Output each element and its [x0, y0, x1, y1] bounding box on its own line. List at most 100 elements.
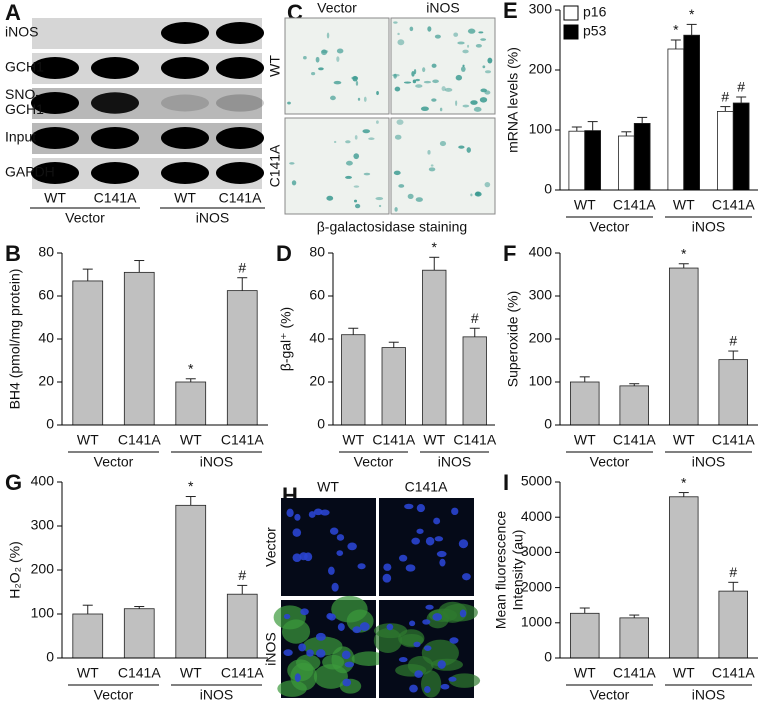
y-tick-label: 0	[544, 181, 552, 197]
caption: β-galactosidase staining	[317, 219, 467, 235]
x-tick-label: C141A	[118, 665, 161, 681]
stain-speck	[467, 28, 476, 34]
error-bar	[237, 584, 248, 595]
y-tick-label: 300	[529, 287, 553, 303]
lane-label: WT	[174, 190, 196, 206]
nucleus	[283, 649, 293, 656]
blot-band	[161, 22, 209, 44]
stain-speck	[423, 80, 432, 84]
blot-band	[161, 127, 209, 149]
stain-speck	[412, 79, 417, 84]
y-tick-label: 4000	[521, 508, 552, 524]
nucleus	[425, 536, 435, 546]
bar	[568, 130, 586, 191]
y-tick-label: 60	[38, 287, 54, 303]
lane-label: C141A	[94, 190, 137, 206]
blot-row-label: GCH1	[5, 59, 44, 75]
error-bar	[686, 23, 697, 36]
y-tick-label: 100	[529, 121, 553, 137]
nucleus	[315, 632, 326, 641]
stain-speck	[479, 97, 488, 103]
blot-band	[216, 94, 264, 112]
significance-mark: *	[681, 474, 687, 490]
stain-speck	[321, 49, 328, 56]
error-bar	[571, 126, 582, 132]
stain-speck	[352, 75, 358, 82]
y-tick-label: 100	[529, 373, 553, 389]
blot-band	[161, 57, 209, 79]
y-tick-label: 0	[46, 416, 54, 432]
stain-speck	[326, 195, 334, 201]
stain-speck	[318, 67, 324, 71]
blot-band	[216, 162, 264, 184]
nucleus	[432, 613, 443, 621]
row-label: WT	[267, 55, 283, 77]
nucleus	[459, 609, 467, 618]
nucleus	[298, 643, 307, 652]
column-label: WT	[317, 479, 339, 495]
stain-speck	[458, 145, 465, 149]
bar	[667, 48, 685, 191]
nucleus	[416, 528, 424, 534]
stain-speck	[378, 204, 382, 208]
nucleus	[449, 637, 459, 644]
staining-image	[390, 117, 496, 215]
error-bar	[678, 492, 689, 497]
nucleus	[352, 626, 362, 634]
legend-label: p16	[583, 4, 607, 20]
bar	[683, 34, 700, 191]
stain-speck	[453, 32, 459, 37]
blot-band	[91, 162, 139, 184]
error-bar	[728, 581, 739, 592]
y-axis-label: mRNA levels (%)	[505, 47, 521, 153]
error-bar	[134, 260, 145, 273]
error-bar	[629, 383, 640, 386]
group-label: Vector	[65, 210, 105, 226]
x-tick-label: WT	[342, 432, 364, 448]
group-label: iNOS	[692, 219, 725, 235]
group-label: Vector	[590, 219, 630, 235]
error-bar	[469, 327, 480, 337]
panel-letter: A	[5, 0, 21, 25]
stain-speck	[420, 106, 429, 111]
stain-speck	[353, 185, 360, 188]
significance-mark: *	[432, 239, 438, 255]
nucleus	[357, 563, 366, 570]
stain-speck	[363, 96, 367, 102]
stain-speck	[476, 191, 480, 196]
significance-mark: #	[721, 88, 729, 104]
blot-band	[91, 57, 139, 79]
x-tick-label: WT	[574, 432, 596, 448]
nucleus	[440, 683, 450, 690]
stain-speck	[411, 71, 415, 77]
cytoplasm	[448, 673, 481, 688]
stain-speck	[467, 44, 470, 48]
nucleus	[331, 582, 339, 592]
stain-speck	[462, 104, 470, 108]
x-tick-label: WT	[574, 197, 596, 213]
stain-speck	[434, 34, 441, 39]
error-bar	[185, 378, 196, 382]
stain-speck	[397, 32, 400, 36]
stain-speck	[363, 172, 371, 176]
legend-swatch	[563, 5, 579, 21]
bar	[718, 359, 749, 426]
blot-band	[216, 57, 264, 79]
x-tick-label: WT	[673, 432, 695, 448]
y-axis-label: β-gal⁺ (%)	[278, 307, 294, 371]
stain-speck	[368, 137, 375, 141]
bar	[668, 267, 699, 426]
stain-speck	[326, 32, 330, 39]
fluorescence-image	[379, 498, 474, 596]
y-tick-label: 40	[38, 330, 54, 346]
nucleus	[458, 539, 469, 549]
stain-speck	[336, 56, 340, 62]
stain-speck	[333, 80, 342, 85]
nucleus	[411, 537, 420, 545]
bar	[72, 280, 104, 426]
nucleus	[316, 649, 326, 658]
error-bar	[579, 607, 590, 614]
staining-image	[390, 17, 496, 115]
nucleus	[425, 604, 434, 610]
stain-speck	[345, 140, 351, 144]
